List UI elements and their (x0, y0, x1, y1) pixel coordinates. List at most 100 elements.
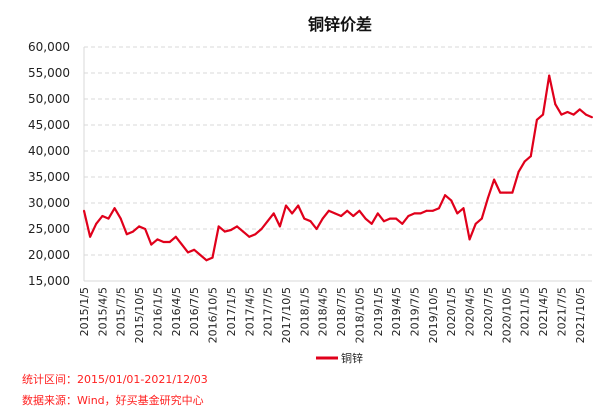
data-point (303, 217, 306, 220)
x-tick-label: 2017/10/5 (280, 287, 293, 343)
data-point (413, 212, 416, 215)
data-point (340, 215, 343, 217)
data-point (382, 220, 385, 223)
data-point (358, 209, 361, 212)
chart-title: 铜锌价差 (308, 15, 372, 34)
data-point (462, 207, 465, 210)
data-point (523, 160, 526, 163)
data-point (499, 191, 502, 194)
x-tick-label: 2015/7/5 (115, 287, 128, 336)
data-point (284, 204, 287, 207)
data-point (352, 215, 355, 217)
data-point (407, 215, 410, 217)
data-point (542, 113, 545, 116)
data-point (444, 194, 447, 197)
data-point (266, 220, 269, 223)
data-point (370, 222, 373, 225)
y-tick-label: 55,000 (28, 66, 70, 80)
x-tick-label: 2019/7/5 (409, 287, 422, 336)
data-point (321, 217, 324, 220)
data-point (174, 235, 177, 238)
data-point (83, 209, 85, 212)
data-point (119, 217, 122, 220)
data-point (493, 178, 496, 181)
y-tick-label: 15,000 (28, 274, 70, 288)
x-tick-label: 2021/4/5 (537, 287, 550, 336)
data-point (248, 235, 251, 238)
x-tick-label: 2019/4/5 (390, 287, 403, 336)
data-point (260, 228, 263, 230)
data-point (125, 233, 128, 236)
data-point (278, 225, 281, 228)
x-tick-label: 2015/10/5 (133, 287, 146, 343)
data-point (554, 103, 557, 106)
data-point (376, 212, 379, 215)
data-point (144, 228, 147, 230)
x-tick-label: 2015/1/5 (78, 287, 91, 336)
data-point (193, 248, 196, 251)
data-point (560, 113, 563, 116)
data-point (535, 118, 538, 121)
x-tick-label: 2021/1/5 (519, 287, 532, 336)
data-point (309, 220, 312, 223)
data-point (584, 113, 587, 116)
data-point (450, 199, 453, 202)
data-point (95, 222, 98, 225)
x-tick-label: 2016/7/5 (188, 287, 201, 336)
data-point (254, 233, 257, 236)
data-point (205, 259, 208, 262)
x-tick-label: 2020/1/5 (445, 287, 458, 336)
data-point (468, 238, 471, 241)
x-tick-label: 2018/1/5 (298, 287, 311, 336)
x-tick-label: 2020/4/5 (464, 287, 477, 336)
y-tick-label: 25,000 (28, 222, 70, 236)
data-point (113, 207, 116, 210)
data-point (505, 191, 508, 194)
x-tick-label: 2016/10/5 (207, 287, 220, 343)
data-point (346, 209, 349, 212)
x-tick-label: 2017/7/5 (262, 287, 275, 336)
data-point (131, 230, 134, 233)
data-point (101, 215, 104, 217)
x-tick-label: 2021/7/5 (555, 287, 568, 336)
data-point (236, 225, 239, 228)
footer-range: 统计区间：2015/01/01-2021/12/03 (22, 373, 208, 386)
data-point (138, 225, 141, 228)
data-point (150, 243, 153, 246)
data-point (578, 108, 581, 111)
x-tick-label: 2020/10/5 (500, 287, 513, 343)
y-tick-label: 30,000 (28, 196, 70, 210)
data-point (566, 111, 569, 113)
legend-label: 铜锌 (341, 351, 363, 365)
data-point (333, 212, 336, 215)
data-point (180, 243, 183, 246)
data-point (199, 254, 202, 256)
y-tick-label: 20,000 (28, 248, 70, 262)
data-point (395, 217, 398, 220)
data-point (89, 235, 92, 238)
y-tick-label: 45,000 (28, 118, 70, 132)
x-tick-label: 2019/1/5 (372, 287, 385, 336)
data-point (327, 209, 330, 212)
data-point (511, 191, 514, 194)
data-point (168, 241, 171, 243)
data-point (187, 251, 190, 254)
x-tick-label: 2015/4/5 (96, 287, 109, 336)
series-line-copper-zinc (82, 74, 593, 262)
data-point (548, 74, 551, 77)
data-point (425, 209, 428, 212)
data-point (107, 217, 110, 220)
x-tick-label: 2020/7/5 (482, 287, 495, 336)
data-point (229, 229, 232, 232)
data-point (431, 209, 434, 212)
data-point (217, 225, 220, 228)
data-point (456, 212, 459, 215)
x-tick-label: 2017/4/5 (243, 287, 256, 336)
data-point (291, 212, 294, 215)
x-tick-label: 2018/7/5 (335, 287, 348, 336)
data-point (419, 212, 422, 215)
data-point (529, 155, 532, 158)
y-tick-label: 60,000 (28, 40, 70, 54)
